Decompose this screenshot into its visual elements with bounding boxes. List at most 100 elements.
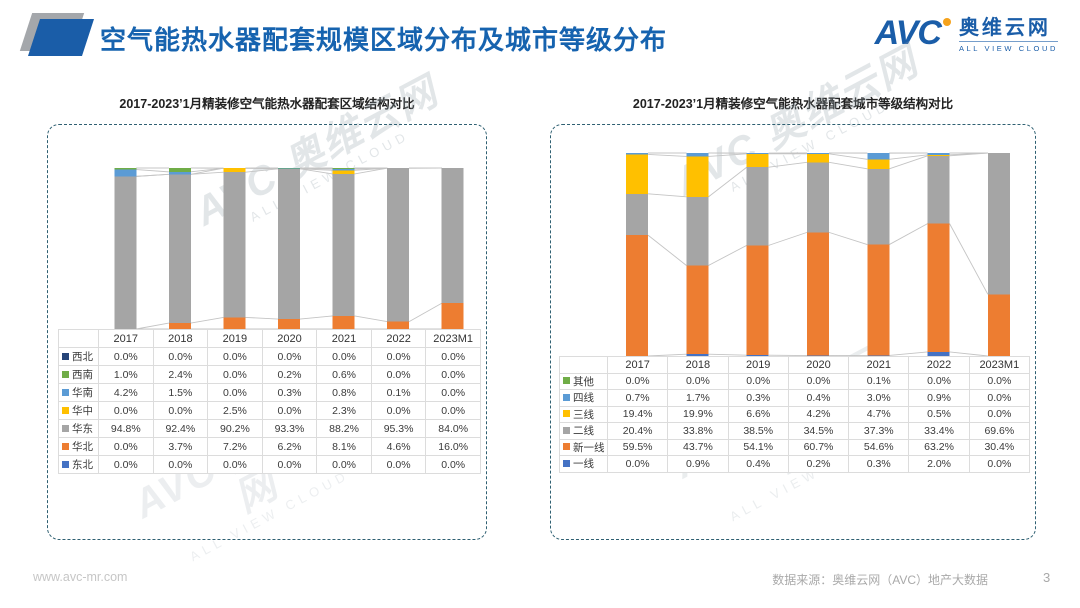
table-value-cell: 8.1% [316, 437, 372, 456]
legend-cell-二线: 二线 [559, 422, 608, 440]
bar-segment-三线-2021 [867, 159, 890, 169]
series-connector-line [768, 161, 808, 168]
series-connector-line [828, 231, 868, 245]
table-value-cell: 0.5% [908, 405, 970, 423]
bar-segment-二线-2023M1 [987, 153, 1010, 295]
bar-segment-华北-2023M1 [441, 303, 464, 329]
table-row: 新一线 59.5% 43.7% 54.1% 60.7% 54.6% 63.2% 30.4% [559, 438, 1030, 456]
bar-segment-西南-2018 [168, 168, 191, 172]
page-title: 空气能热水器配套规模区域分布及城市等级分布 [100, 25, 668, 55]
table-year-header: 2018 [152, 329, 209, 348]
series-connector-line [245, 168, 279, 173]
legend-swatch-icon [563, 377, 570, 385]
avc-wordmark: AVC [875, 14, 951, 52]
table-value-cell: 0.0% [606, 372, 669, 390]
table-value-cell: 0.0% [606, 455, 669, 473]
bar-segment-二线-2021 [867, 168, 890, 245]
table-value-cell: 0.0% [425, 401, 481, 420]
legend-cell-西南: 西南 [58, 365, 99, 384]
table-value-cell: 93.3% [261, 419, 318, 438]
table-value-cell: 0.0% [908, 372, 970, 390]
legend-cell-华中: 华中 [58, 401, 99, 420]
table-value-cell: 43.7% [667, 438, 729, 456]
table-value-cell: 2.4% [152, 365, 209, 384]
bar-segment-西南-2017 [114, 168, 137, 170]
series-connector-line [889, 155, 928, 170]
bar-segment-新一线-2017 [626, 235, 649, 356]
bar-segment-华南-2021 [332, 168, 355, 171]
bar-segment-四线-2018 [686, 153, 709, 157]
legend-cell-华东: 华东 [58, 419, 99, 438]
table-value-cell: 0.0% [207, 455, 263, 474]
table-value-cell: 0.0% [968, 455, 1030, 473]
legend-column-header [559, 356, 608, 374]
bar-segment-华东-2022 [387, 168, 410, 322]
table-value-cell: 63.2% [908, 438, 970, 456]
series-connector-line [889, 223, 928, 245]
bar-segment-新一线-2018 [686, 265, 709, 355]
table-value-cell: 0.0% [98, 437, 154, 456]
table-year-header: 2022 [908, 356, 970, 374]
table-value-cell: 0.3% [848, 455, 910, 473]
legend-swatch-icon [563, 393, 570, 401]
series-connector-line [828, 153, 868, 160]
region-structure-table: 2017 2018 2019 2020 2021 2022 2023M1 西北 0.0% 0.0%… [58, 329, 481, 474]
bar-segment-西南-2021 [332, 168, 355, 169]
table-value-cell: 0.0% [425, 365, 481, 384]
table-value-cell: 0.2% [787, 455, 850, 473]
table-value-cell: 0.0% [667, 372, 729, 390]
bar-segment-一线-2019 [746, 355, 769, 356]
table-value-cell: 54.1% [727, 438, 789, 456]
table-year-header: 2023M1 [425, 329, 481, 348]
brand-chinese-name: 奥维云网 [958, 17, 1051, 39]
table-value-cell: 2.3% [316, 401, 372, 420]
table-value-cell: 54.6% [848, 438, 910, 456]
table-value-cell: 0.0% [425, 455, 481, 474]
bar-segment-四线-2022 [927, 153, 950, 155]
bar-segment-华北-2019 [223, 317, 246, 329]
bar-segment-三线-2018 [686, 156, 709, 197]
table-value-cell: 3.7% [152, 437, 209, 456]
footer-website: www.avc-mr.com [33, 570, 128, 584]
table-value-cell: 3.0% [848, 389, 910, 407]
table-value-cell: 4.7% [848, 405, 910, 423]
table-value-cell: 0.0% [370, 365, 427, 384]
legend-cell-西北: 西北 [58, 347, 99, 366]
table-value-cell: 0.0% [425, 347, 481, 366]
table-value-cell: 0.3% [261, 383, 318, 402]
table-value-cell: 0.4% [727, 455, 789, 473]
table-row: 华南 4.2% 1.5% 0.0% 0.3% 0.8% 0.1% 0.0% [58, 383, 481, 402]
bar-segment-华东-2021 [332, 173, 355, 316]
table-value-cell: 90.2% [207, 419, 263, 438]
bar-segment-华东-2020 [278, 168, 300, 320]
table-value-cell: 84.0% [425, 419, 481, 438]
series-connector-line [299, 168, 333, 171]
series-connector-line [889, 154, 928, 160]
table-value-cell: 0.0% [370, 347, 427, 366]
table-value-cell: 2.5% [207, 401, 263, 420]
table-value-cell: 0.0% [98, 401, 154, 420]
bar-segment-华北-2018 [168, 323, 191, 329]
table-value-cell: 0.0% [207, 383, 263, 402]
bar-segment-华东-2017 [114, 176, 137, 329]
table-value-cell: 0.0% [152, 455, 209, 474]
table-value-cell: 0.0% [316, 455, 372, 474]
table-value-cell: 88.2% [316, 419, 372, 438]
legend-cell-三线: 三线 [559, 405, 608, 423]
series-connector-line [828, 161, 868, 170]
table-value-cell: 0.0% [207, 347, 263, 366]
bar-segment-二线-2019 [746, 167, 769, 246]
avc-orange-dot-icon [942, 18, 951, 26]
bar-segment-华北-2021 [332, 315, 355, 329]
table-row: 东北 0.0% 0.0% 0.0% 0.0% 0.0% 0.0% 0.0% [58, 455, 481, 474]
series-connector-line [136, 322, 169, 330]
bar-segment-华南-2018 [168, 171, 191, 175]
legend-swatch-icon [62, 460, 69, 468]
bar-segment-四线-2021 [867, 153, 890, 160]
bar-segment-三线-2022 [927, 154, 950, 156]
bar-segment-三线-2020 [807, 153, 829, 163]
bar-segment-华北-2022 [387, 321, 410, 329]
series-connector-line [708, 244, 747, 266]
table-value-cell: 0.6% [316, 365, 372, 384]
bar-segment-二线-2017 [626, 193, 649, 236]
